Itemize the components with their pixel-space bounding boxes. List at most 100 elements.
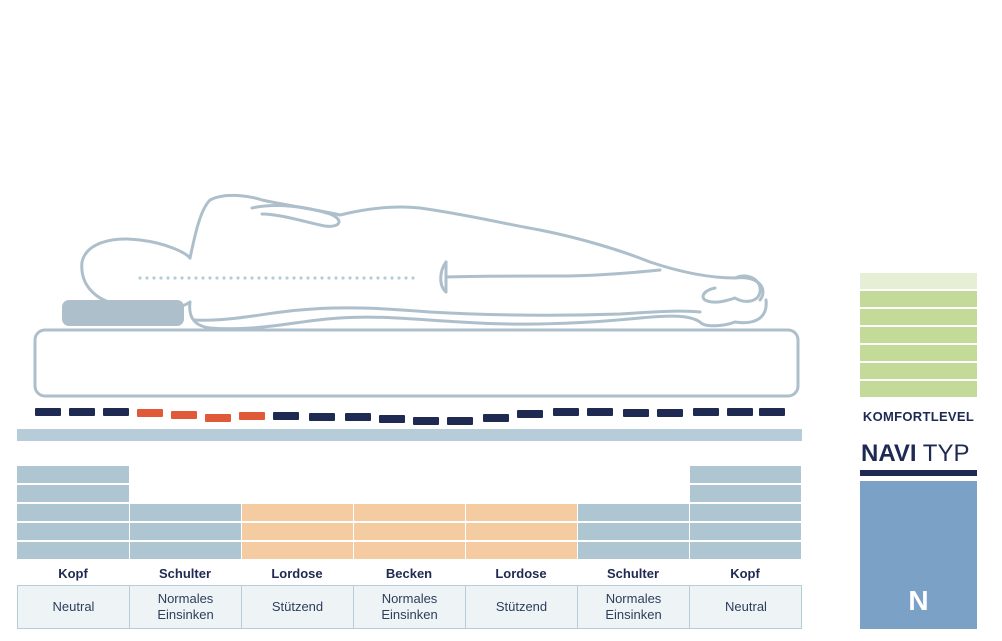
zone-name: Lordose xyxy=(271,566,323,581)
support-dash xyxy=(413,417,439,425)
zone-block xyxy=(354,504,465,521)
support-dash xyxy=(623,409,649,417)
spine-dot xyxy=(264,276,268,280)
spine-dot xyxy=(236,276,240,280)
zone-name: Kopf xyxy=(730,566,760,581)
zone-block xyxy=(354,523,465,540)
zone-block xyxy=(690,504,801,521)
spine-dot xyxy=(348,276,352,280)
support-dash xyxy=(759,408,785,416)
navi-typ-underline xyxy=(860,470,977,476)
support-dash xyxy=(693,408,719,416)
zone-block xyxy=(578,504,689,521)
spine-dot xyxy=(215,276,219,280)
zone-block xyxy=(17,523,129,540)
spine-dot xyxy=(201,276,205,280)
zone-block xyxy=(17,504,129,521)
support-dash xyxy=(103,408,129,416)
support-dash xyxy=(483,414,509,422)
spine-dot xyxy=(222,276,226,280)
zone-description: Stützend xyxy=(466,586,578,628)
zone-description: Normales Einsinken xyxy=(130,586,242,628)
spine-dot xyxy=(229,276,233,280)
navi-typ-letter: N xyxy=(908,585,929,616)
zone-description-row: Neutral Normales Einsinken Stützend Norm… xyxy=(17,585,802,629)
support-dash xyxy=(379,415,405,423)
komfortlevel-bar xyxy=(860,363,977,379)
spine-dot xyxy=(299,276,303,280)
komfortlevel-bar xyxy=(860,309,977,325)
zone-name: Schulter xyxy=(606,566,659,581)
navi-typ-title-bold: NAVI xyxy=(861,440,917,467)
spine-dot xyxy=(306,276,310,280)
zone-names-row: Kopf Schulter Lordose Becken Lordose Sch… xyxy=(17,565,802,583)
zone-block xyxy=(130,523,241,540)
support-dash xyxy=(239,412,265,420)
zone-block xyxy=(466,504,577,521)
support-dash xyxy=(345,413,371,421)
support-dash xyxy=(171,411,197,419)
support-dash xyxy=(137,409,163,417)
zone-name: Kopf xyxy=(58,566,88,581)
spine-dot xyxy=(173,276,177,280)
spine-dot xyxy=(397,276,401,280)
pillow xyxy=(62,300,184,326)
spine-dot xyxy=(369,276,373,280)
komfortlevel-label: KOMFORTLEVEL xyxy=(862,409,975,424)
spine-dot xyxy=(159,276,163,280)
zone-block xyxy=(354,542,465,559)
zone-name: Becken xyxy=(385,566,433,581)
navi-typ-title: NAVI TYP xyxy=(861,440,978,468)
spine-dot xyxy=(362,276,366,280)
support-dash xyxy=(447,417,473,425)
zone-block xyxy=(130,504,241,521)
zone-name: Lordose xyxy=(495,566,547,581)
komfortlevel-bar xyxy=(860,381,977,397)
spine-dot xyxy=(187,276,191,280)
support-dash xyxy=(309,413,335,421)
komfortlevel-scale xyxy=(860,273,977,397)
zone-block xyxy=(690,485,801,502)
spine-dot xyxy=(327,276,331,280)
support-dash xyxy=(587,408,613,416)
spine-dot xyxy=(404,276,408,280)
zone-block xyxy=(466,523,577,540)
spine-dot xyxy=(313,276,317,280)
zone-block xyxy=(690,466,801,483)
spine-dot xyxy=(292,276,296,280)
spine-dot xyxy=(355,276,359,280)
komfortlevel-bar xyxy=(860,327,977,343)
zone-block xyxy=(17,485,129,502)
spine-dot xyxy=(320,276,324,280)
komfortlevel-bar xyxy=(860,273,977,289)
mattress-base-bar xyxy=(17,429,802,441)
spine-dot xyxy=(145,276,149,280)
zone-name: Schulter xyxy=(158,566,211,581)
zone-block xyxy=(242,504,353,521)
navi-typ-box xyxy=(860,481,977,629)
spine-dot xyxy=(376,276,380,280)
zone-block xyxy=(578,542,689,559)
komfortlevel-bar xyxy=(860,345,977,361)
spine-dot xyxy=(166,276,170,280)
navi-typ-title-regular: TYP xyxy=(922,440,970,467)
spine-dot xyxy=(257,276,261,280)
zone-description: Normales Einsinken xyxy=(354,586,466,628)
komfortlevel-bar xyxy=(860,291,977,307)
spine-dot xyxy=(208,276,212,280)
zone-description: Stützend xyxy=(242,586,354,628)
spine-dot xyxy=(390,276,394,280)
zone-description: Normales Einsinken xyxy=(578,586,690,628)
support-dash xyxy=(69,408,95,416)
zone-block xyxy=(690,542,801,559)
spine-dot xyxy=(152,276,156,280)
spine-dot xyxy=(194,276,198,280)
zone-description: Neutral xyxy=(18,586,130,628)
support-dash xyxy=(657,409,683,417)
support-dash xyxy=(553,408,579,416)
support-dash xyxy=(517,410,543,418)
support-dash xyxy=(35,408,61,416)
spine-dot xyxy=(271,276,275,280)
spine-dot xyxy=(180,276,184,280)
